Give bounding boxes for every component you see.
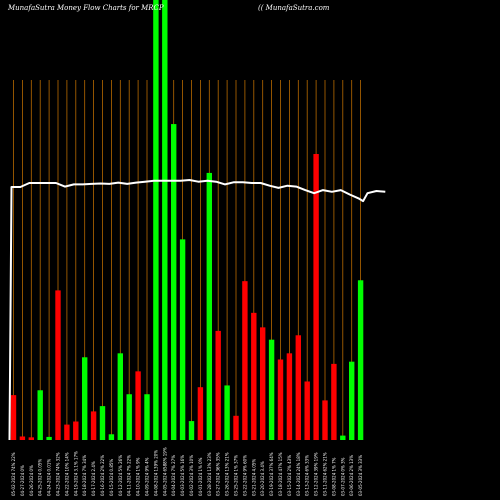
- x-tick-label: 04-19-2024 3.1% 17%: [73, 451, 78, 496]
- x-tick-label: 03-20-2024 3.4%: [260, 461, 265, 496]
- bar-down: [233, 415, 239, 440]
- bar-up: [108, 434, 115, 440]
- x-tick-label: 03-06-2024 2% 13%: [349, 455, 354, 496]
- bar-up: [349, 361, 355, 440]
- x-tick-label: 03-27-2024 36% 35%: [216, 452, 221, 496]
- bar-down: [215, 330, 221, 440]
- bar-layer: [10, 0, 364, 441]
- x-tick-label: 04-11-2024 7% 22%: [127, 455, 132, 496]
- x-tick-label: 03-26-2024 13% 21%: [225, 452, 230, 496]
- bar-down: [286, 353, 293, 440]
- x-tick-label: 04-09-2024 9% 4%: [145, 457, 150, 496]
- x-tick-label: 04-08-2024 139% 20%: [153, 450, 158, 496]
- bar-down: [331, 363, 337, 440]
- bar-up: [206, 172, 212, 441]
- bar-down: [277, 359, 284, 440]
- x-tick-label: 04-27-2024 0%: [20, 465, 25, 496]
- x-tick-label: 04-24-2024 0.01%: [47, 459, 52, 496]
- x-tick-label: 04-26-2024 0%: [29, 465, 34, 496]
- x-tick-label: 04-23-2024 74% 32%: [56, 452, 61, 496]
- x-tick-label: 03-08-2024 1% 7%: [331, 457, 336, 496]
- x-tick-label: 04-25-2024 0.05%: [38, 459, 43, 496]
- x-tick-label: 04-01-2024 1% 0%: [198, 457, 203, 496]
- bar-down: [73, 421, 79, 440]
- bar-up: [224, 385, 230, 440]
- bar-down: [242, 281, 248, 440]
- x-tick-label: 03-15-2024 2% 43%: [287, 455, 292, 496]
- bar-down: [260, 327, 266, 440]
- bar-down: [10, 395, 17, 440]
- bar-down: [295, 335, 301, 440]
- bar-down: [28, 437, 34, 440]
- x-tick-label: 04-18-2024 7% 34%: [82, 455, 87, 496]
- bar-down: [90, 411, 97, 440]
- bar-up: [46, 436, 52, 440]
- x-tick-label: 03-14-2024 24% 18%: [296, 452, 301, 496]
- line-layer: [8, 179, 386, 441]
- bar-down: [322, 400, 328, 440]
- bar-up: [126, 394, 132, 440]
- bar-up: [171, 124, 177, 440]
- x-tick-label: 03-21-2024 4.05%: [251, 459, 256, 496]
- x-tick-label: 04-15-2024 0.85%: [109, 459, 114, 496]
- x-tick-label: 03-18-2024 47% 15%: [278, 452, 283, 496]
- bar-up: [117, 353, 123, 440]
- bar-up: [82, 357, 88, 440]
- bar-up: [268, 339, 275, 440]
- x-tick-label: 03-25-2024 1% 37%: [234, 455, 239, 496]
- bar-up: [144, 394, 150, 440]
- bar-up: [179, 239, 186, 440]
- bar-up: [357, 280, 364, 440]
- x-tick-label: 03-22-2024 9% 60%: [242, 455, 247, 496]
- bar-down: [304, 381, 310, 440]
- x-tick-label: 03-13-2024 6% 33%: [305, 455, 310, 496]
- x-tick-label: 04-17-2024 2.4%: [91, 461, 96, 496]
- bar-up: [162, 0, 168, 440]
- bar-down: [313, 154, 319, 440]
- bar-down: [55, 290, 61, 440]
- x-tick-label: 04-10-2024 1% 9%: [136, 457, 141, 496]
- bar-up: [153, 0, 159, 440]
- x-tick-label: 04-16-2024 2% 22%: [100, 455, 105, 496]
- x-tick-label: 04-22-2024 10% 14%: [64, 452, 69, 496]
- label-layer: 05-02-2024 74% 22% 04-27-2024 0% 04-26-202…: [11, 447, 363, 496]
- bar-down: [19, 436, 26, 440]
- x-tick-label: 04-04-2024 7% 27%: [171, 455, 176, 496]
- bar-up: [340, 435, 346, 440]
- chart-title: MunafaSutra Money Flow Charts for MRCP: [7, 4, 164, 12]
- x-tick-label: 03-05-2024 3% 33%: [358, 455, 363, 496]
- x-tick-label: 03-11-2024 62% 21%: [323, 452, 328, 496]
- x-tick-label: 04-05-2024 6588% 19%: [162, 447, 167, 496]
- x-tick-label: 04-02-2024 3% 10%: [189, 455, 194, 496]
- bar-down: [197, 387, 204, 440]
- x-tick-label: 03-19-2024 37% 64%: [269, 452, 274, 496]
- bar-up: [188, 421, 195, 440]
- x-tick-label: 03-07-2024 0% 3%: [340, 457, 345, 496]
- bar-down: [135, 371, 141, 440]
- x-tick-label: 05-02-2024 74% 22%: [11, 452, 16, 496]
- bar-up: [37, 390, 43, 440]
- bar-up: [99, 406, 106, 440]
- x-tick-label: 04-03-2024 5% 16%: [180, 455, 185, 496]
- x-tick-label: 04-12-2024 5% 26%: [118, 455, 123, 496]
- bar-down: [251, 312, 257, 440]
- x-tick-label: 03-12-2024 39% 19%: [314, 452, 319, 496]
- x-tick-label: 03-28-2024 13% 23%: [207, 452, 212, 496]
- site-credit: (( MunafaSutra.com: [258, 4, 330, 12]
- bar-down: [64, 424, 70, 440]
- money-flow-line: [8, 179, 386, 441]
